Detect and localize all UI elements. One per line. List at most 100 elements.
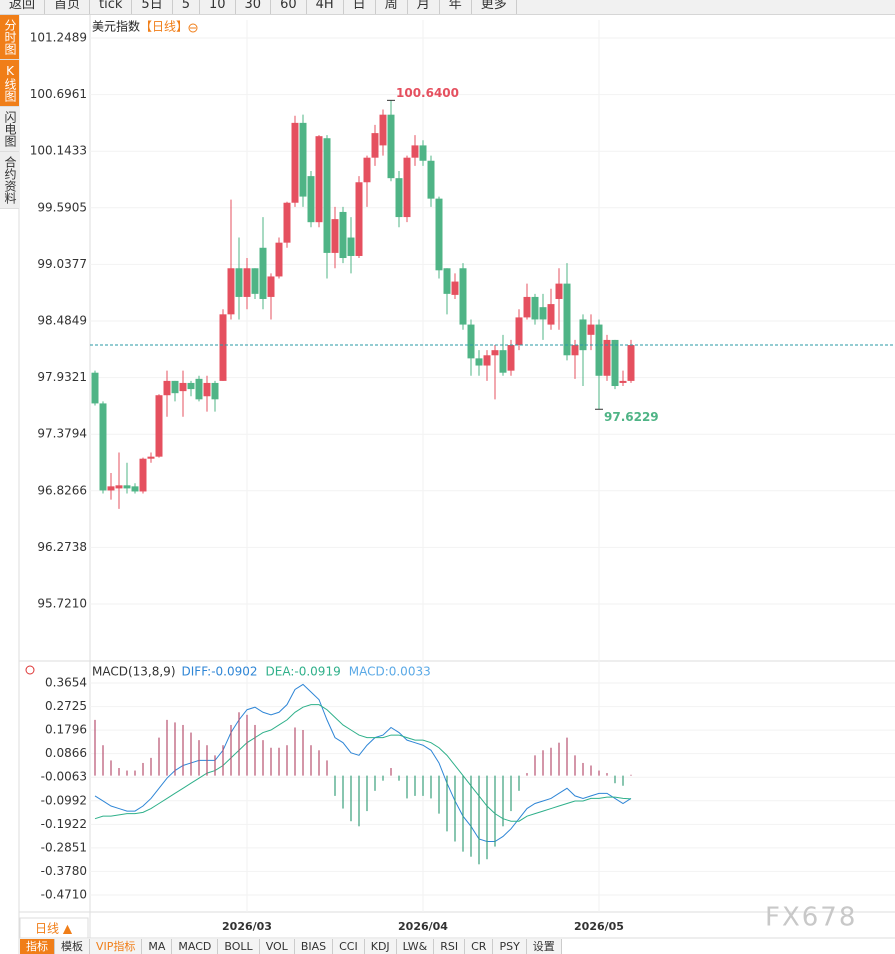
candle-body: [91, 372, 99, 404]
candle-body: [515, 317, 523, 346]
legend-entry: MACD:0.0033: [349, 665, 431, 679]
indicator-tab[interactable]: MA: [142, 939, 173, 954]
y-tick-label: -0.0063: [41, 770, 87, 784]
y-tick-label: 100.6961: [30, 87, 87, 101]
x-tick-label: 2026/03: [222, 920, 272, 933]
candle-body: [451, 281, 459, 295]
toolbar-button[interactable]: 年: [440, 0, 472, 14]
toolbar-button[interactable]: 月: [408, 0, 440, 14]
toolbar-button[interactable]: 5日: [132, 0, 173, 14]
indicator-tab[interactable]: VIP指标: [90, 939, 143, 954]
y-tick-label: 96.8266: [37, 483, 87, 497]
y-tick-label: 0.0866: [45, 746, 87, 760]
indicator-tab[interactable]: 指标: [20, 939, 55, 954]
legend-entry: DEA:-0.0919: [266, 665, 341, 679]
candle-body: [179, 382, 187, 392]
candle-body: [339, 211, 347, 259]
indicator-tab[interactable]: RSI: [434, 939, 466, 954]
candle-body: [419, 145, 427, 161]
toolbar-button[interactable]: 周: [376, 0, 408, 14]
candle-body: [603, 339, 611, 376]
candle-body: [467, 324, 475, 359]
macd-line: [94, 704, 632, 822]
candle-body: [275, 242, 283, 277]
toolbar-button[interactable]: 5: [173, 0, 200, 14]
toolbar-button[interactable]: 返回: [0, 0, 46, 14]
x-tick-label: 2026/04: [398, 920, 448, 933]
candle-body: [315, 136, 323, 223]
candle-body: [211, 382, 219, 400]
indicator-tab[interactable]: CCI: [333, 939, 365, 954]
candle-body: [323, 138, 331, 253]
candle-body: [427, 160, 435, 199]
toolbar: 返回 首页 tick 5日 5 10 30 60 4H 日周月年更多: [0, 0, 895, 15]
y-tick-label: 98.4849: [37, 314, 87, 328]
candle-body: [195, 378, 203, 400]
candle-body: [251, 268, 259, 294]
candle-body: [243, 268, 251, 297]
annotation-label: 100.6400: [396, 86, 459, 100]
toolbar-button[interactable]: 60: [271, 0, 307, 14]
indicator-tab[interactable]: VOL: [259, 939, 295, 954]
bottom-tabs: 指标 模板 VIP指标 MA MACD BOLL VOL BIAS CCI KDJ LW& RSI CR…: [20, 939, 562, 954]
candle-body: [347, 237, 355, 256]
candle-body: [627, 345, 635, 381]
indicator-tab[interactable]: BOLL: [218, 939, 260, 954]
toolbar-button[interactable]: tick: [90, 0, 133, 14]
candle-body: [123, 485, 131, 489]
macd-line: [94, 683, 632, 843]
side-tab[interactable]: K线图: [0, 60, 19, 107]
candle-body: [283, 202, 291, 243]
indicator-tab[interactable]: PSY: [493, 939, 527, 954]
candle-body: [387, 114, 395, 179]
candle-body: [443, 268, 451, 294]
candle-body: [611, 339, 619, 387]
period-tab-label[interactable]: 日线 ▲: [35, 922, 73, 936]
indicator-tab[interactable]: MACD: [172, 939, 219, 954]
candle-body: [411, 145, 419, 158]
add-icon[interactable]: [188, 23, 198, 33]
indicator-tab[interactable]: 设置: [526, 939, 562, 954]
side-tab[interactable]: 闪电图: [0, 107, 19, 152]
candle-body: [299, 122, 307, 197]
y-tick-label: 0.1796: [45, 723, 87, 737]
candle-body: [579, 319, 587, 351]
side-tab[interactable]: 合约资料: [0, 152, 19, 209]
candle-body: [163, 380, 171, 396]
y-tick-label: 96.2738: [37, 540, 87, 554]
y-tick-label: -0.4710: [41, 887, 87, 901]
candle-body: [395, 178, 403, 218]
candle-body: [507, 345, 515, 371]
toolbar-button[interactable]: 日: [344, 0, 376, 14]
indicator-tab[interactable]: KDJ: [364, 939, 397, 954]
y-tick-label: 101.2489: [30, 30, 87, 44]
y-tick-label: 99.0377: [37, 257, 87, 271]
chart-title: 美元指数: [92, 19, 140, 34]
settings-icon[interactable]: [25, 665, 35, 675]
toolbar-button[interactable]: 30: [236, 0, 272, 14]
candle-body: [491, 350, 499, 356]
watermark: FX678: [765, 903, 857, 933]
y-tick-label: 95.7210: [37, 596, 87, 610]
toolbar-button[interactable]: 首页: [45, 0, 91, 14]
indicator-tab[interactable]: 模板: [55, 939, 90, 954]
side-tab[interactable]: 分时图: [0, 15, 19, 60]
chart-subtitle: 【日线】: [140, 20, 188, 34]
indicator-tab[interactable]: BIAS: [294, 939, 334, 954]
candle-body: [259, 247, 267, 299]
candle-body: [531, 296, 539, 320]
candle-body: [595, 324, 603, 376]
macd-title: MACD(13,8,9): [92, 665, 176, 679]
candle-body: [539, 307, 547, 320]
candle-body: [219, 314, 227, 381]
toolbar-button[interactable]: 10: [200, 0, 236, 14]
toolbar-button[interactable]: 4H: [307, 0, 344, 14]
toolbar-button[interactable]: 更多: [472, 0, 517, 14]
period-tab[interactable]: [19, 917, 89, 939]
indicator-tab[interactable]: CR: [465, 939, 494, 954]
candle-body: [147, 456, 155, 459]
y-tick-label: 0.3654: [45, 676, 87, 690]
annotation-label: 97.6229: [604, 410, 659, 424]
indicator-tab[interactable]: LW&: [396, 939, 435, 954]
